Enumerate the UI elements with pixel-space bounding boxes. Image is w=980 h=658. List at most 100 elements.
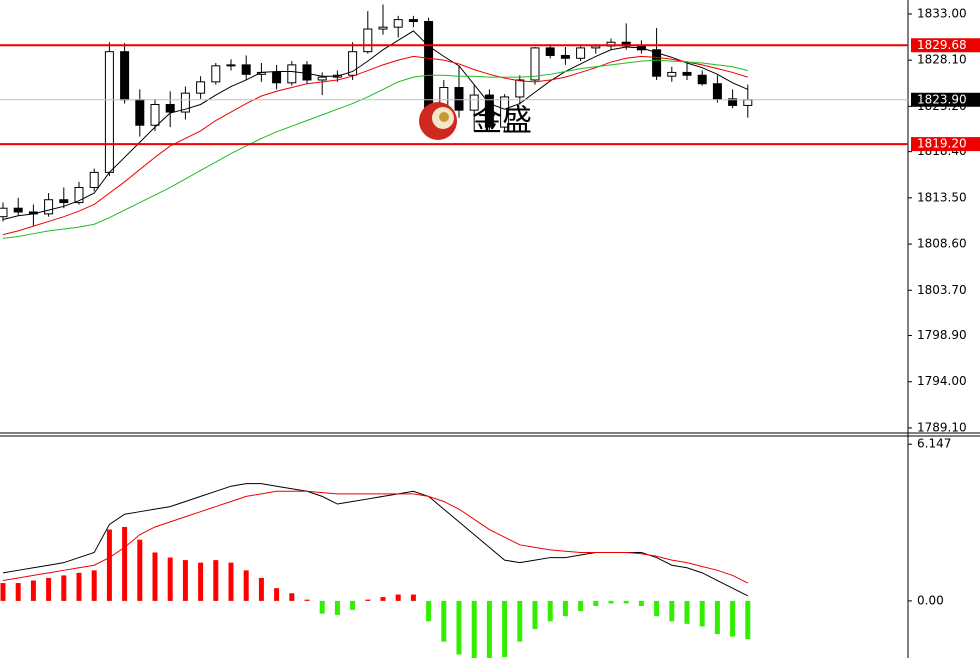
histogram-bar	[471, 600, 477, 658]
histogram-bar	[198, 562, 204, 601]
candle-body	[712, 83, 722, 100]
price-label-bg	[911, 92, 980, 107]
y-tick-label: 1789.10	[917, 420, 967, 434]
price-label: 1819.20	[917, 137, 967, 151]
histogram-bar	[350, 600, 356, 610]
candle-body	[348, 51, 358, 76]
candle-body	[484, 94, 494, 128]
y-tick-label: 1808.60	[917, 237, 967, 251]
histogram-bar	[684, 600, 690, 624]
candle-body	[165, 103, 175, 113]
histogram-bar	[30, 580, 36, 601]
y-tick-label: 0.00	[917, 593, 944, 607]
candle-body	[560, 54, 570, 59]
y-tick-label: 1803.70	[917, 283, 967, 297]
histogram-bar	[714, 600, 720, 635]
histogram-bar	[456, 600, 462, 655]
watermark: 金盛	[472, 104, 532, 139]
plot	[0, 4, 753, 239]
candle-body	[272, 71, 282, 84]
histogram-bar	[258, 577, 264, 601]
histogram-bar	[91, 570, 97, 601]
histogram-bar	[106, 529, 112, 601]
y-tick-label: 1833.00	[917, 6, 967, 20]
candle-body	[728, 98, 738, 106]
histogram-bar	[46, 577, 52, 601]
candle-body	[150, 103, 160, 126]
histogram-bar	[395, 594, 401, 601]
candle-body	[226, 64, 236, 67]
candle-body	[317, 76, 327, 81]
candle-body	[743, 99, 753, 106]
candle-body	[59, 199, 69, 204]
candle-body	[682, 71, 692, 76]
candle-body	[120, 51, 130, 101]
histogram-bar	[76, 572, 82, 601]
histogram-bar	[517, 600, 523, 642]
histogram-bar	[562, 600, 568, 617]
candle-body	[652, 49, 662, 77]
candle-body	[135, 99, 145, 126]
candle-body	[408, 19, 418, 23]
histogram-bar	[289, 593, 295, 601]
histogram-bar	[61, 575, 67, 601]
candle-body	[13, 207, 23, 213]
candle-body	[545, 47, 555, 56]
line	[2, 55, 748, 236]
candle-body	[287, 64, 297, 84]
candle-body	[363, 28, 373, 53]
histogram-bar	[578, 600, 584, 612]
histogram-bar	[122, 526, 128, 601]
candle-body	[74, 186, 84, 204]
histogram-bar	[274, 588, 280, 601]
histogram-bar	[547, 600, 553, 622]
candle-body	[180, 92, 190, 113]
histogram-bar	[638, 600, 644, 606]
candle-body	[393, 19, 403, 28]
y-tick-label: 6.147	[917, 437, 951, 451]
histogram-bar	[182, 560, 188, 601]
histogram-bar	[365, 599, 371, 601]
histogram-bar	[0, 583, 6, 601]
line	[2, 59, 748, 239]
candle-body	[469, 94, 479, 111]
candle-body	[104, 51, 114, 173]
histogram-bar	[426, 600, 432, 622]
line	[2, 30, 748, 221]
watermark-logo	[419, 102, 457, 140]
candle-body	[515, 79, 525, 98]
histogram-bar	[623, 600, 629, 604]
histogram-bar	[669, 600, 675, 622]
histogram-bar	[228, 562, 234, 601]
candle-body	[211, 65, 221, 83]
candle-body	[454, 87, 464, 111]
y-tick-label: 1813.50	[917, 190, 967, 204]
histogram-bar	[137, 539, 143, 601]
histogram-bar	[334, 600, 340, 615]
candle-body	[500, 96, 510, 128]
candle-body	[0, 207, 8, 218]
histogram-bar	[213, 560, 219, 601]
histogram-bar	[243, 570, 249, 601]
price-label-bg	[911, 137, 980, 152]
candle-body	[530, 47, 540, 81]
candle-body	[667, 71, 677, 77]
line	[2, 490, 749, 584]
price-label-bg	[911, 38, 980, 53]
histogram-bar	[730, 600, 736, 637]
candle-body	[302, 64, 312, 81]
histogram-bar	[699, 600, 705, 627]
histogram-bar	[654, 600, 660, 617]
candle-body	[44, 199, 54, 215]
histogram-bar	[532, 600, 538, 629]
candle-body	[591, 45, 601, 49]
price-label: 1829.68	[917, 38, 967, 52]
y-tick-label: 1794.00	[917, 374, 967, 388]
price-label: 1823.90	[917, 92, 967, 106]
candle-body	[196, 81, 206, 94]
line	[2, 483, 749, 597]
candle-body	[89, 171, 99, 188]
candle-body	[697, 74, 707, 85]
histogram-bar	[167, 557, 173, 601]
